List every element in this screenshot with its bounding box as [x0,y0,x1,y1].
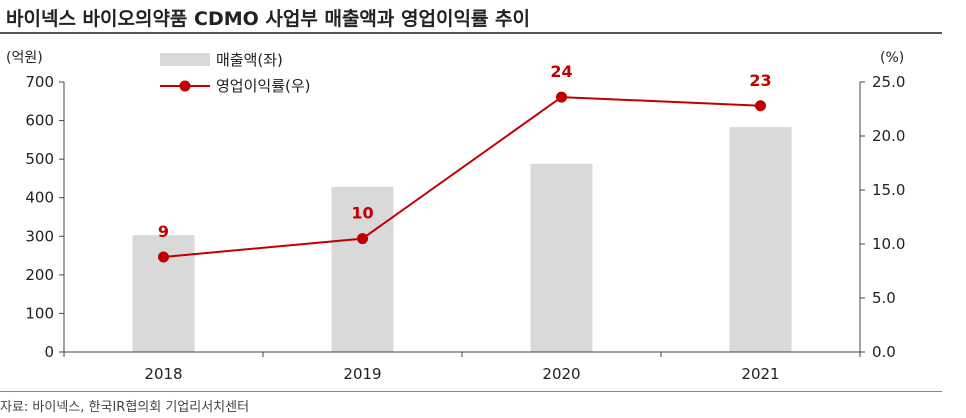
line-point-2021 [755,100,766,112]
right-axis-unit: (%) [880,50,904,66]
left-tick-label: 100 [25,304,54,322]
line-point-2019 [357,233,368,245]
line-point-2018 [158,251,169,263]
x-tick-label: 2021 [741,365,779,383]
legend-swatch-bar [160,53,210,66]
x-tick-label: 2020 [542,365,580,383]
bar-2021 [729,127,792,352]
source-note: 자료: 바이넥스, 한국IR협의회 기업리서치센터 [0,400,250,415]
left-tick-label: 0 [44,343,54,361]
title-divider [0,32,942,34]
legend-label-bar: 매출액(좌) [216,51,283,69]
left-tick-label: 400 [25,189,54,207]
bar-2020 [530,163,593,352]
right-tick-label: 0.0 [872,343,896,361]
right-tick-label: 10.0 [872,235,905,253]
right-tick-label: 20.0 [872,127,905,145]
left-tick-label: 300 [25,227,54,245]
right-tick-label: 5.0 [872,289,896,307]
x-tick-label: 2019 [343,365,381,383]
left-tick-label: 600 [25,112,54,130]
line-operating-margin [163,96,761,258]
data-label-2019: 10 [351,204,373,223]
left-tick-label: 500 [25,150,54,168]
legend-label-line: 영업이익률(우) [216,77,311,95]
right-tick-label: 15.0 [872,181,905,199]
legend-marker [179,80,191,92]
left-axis-unit: (억원) [6,50,43,66]
chart-title: 바이넥스 바이오의약품 CDMO 사업부 매출액과 영업이익률 추이 [6,8,530,30]
data-label-2020: 24 [550,62,572,81]
left-tick-label: 700 [25,73,54,91]
data-label-2018: 9 [158,222,169,241]
right-tick-label: 25.0 [872,73,905,91]
combo-chart: 0 100 200 300 400 500 600 700 0.0 5.0 10.0 15.0 20.0… [6,50,905,383]
bar-2019 [331,186,394,352]
data-label-2021: 23 [749,71,771,90]
footer-divider [0,391,942,392]
x-tick-label: 2018 [144,365,182,383]
left-tick-label: 200 [25,266,54,284]
line-point-2020 [556,91,567,103]
